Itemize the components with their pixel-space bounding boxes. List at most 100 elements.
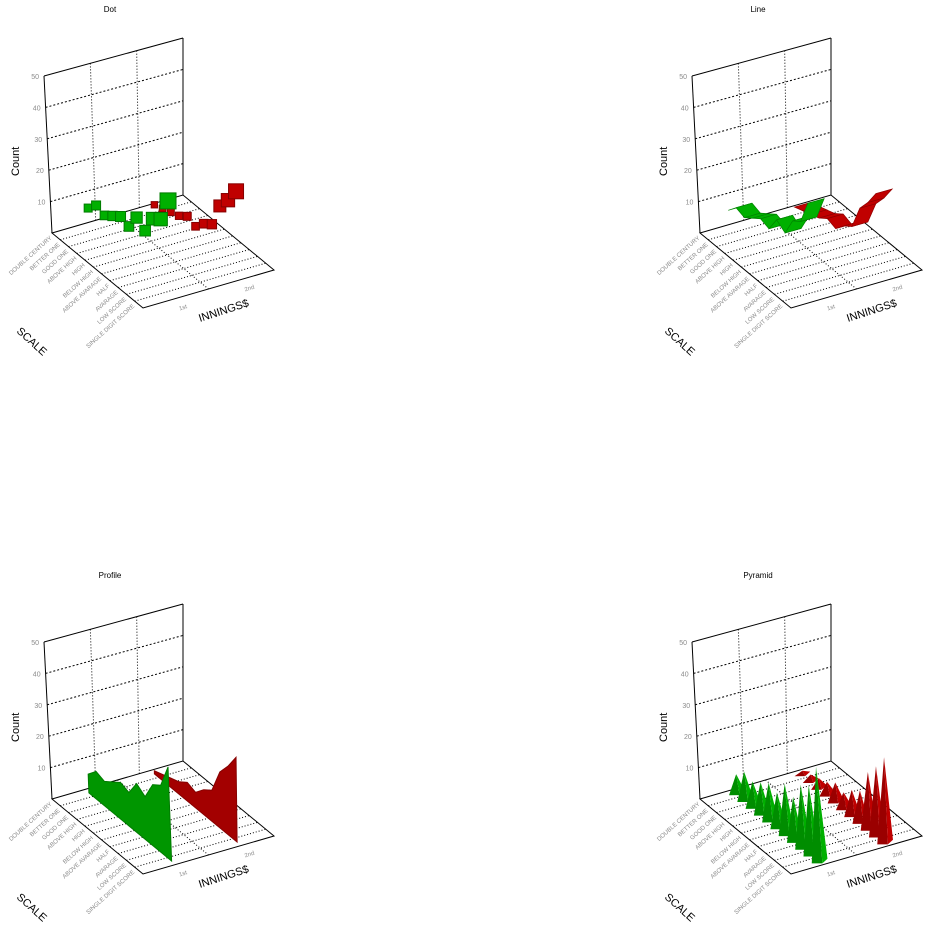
gridline: [45, 68, 184, 108]
gridline: [784, 50, 788, 208]
pyramid-2nd: [884, 757, 893, 845]
y-axis-title: Count: [10, 713, 22, 742]
dot-marker-1st: [130, 211, 143, 224]
pyramid-1st: [803, 785, 815, 857]
floor: [698, 194, 924, 309]
floor-gridline: [118, 249, 250, 289]
chart-title: Pyramid: [743, 571, 772, 580]
gridline: [50, 163, 184, 203]
y-tick-label: 40: [681, 671, 689, 678]
floor-gridline: [101, 235, 233, 275]
gridline: [50, 729, 184, 769]
pyramid-2nd: [860, 771, 872, 831]
dot-marker-2nd: [228, 183, 245, 200]
dot-marker-2nd: [150, 201, 159, 209]
chart-title: Profile: [99, 571, 122, 580]
gridline: [48, 131, 184, 171]
floor-gridline: [93, 228, 225, 268]
floor: [50, 760, 276, 875]
y-axis: [691, 75, 701, 234]
floor-gridline: [782, 262, 914, 302]
innings-tick-label: 2nd: [244, 851, 255, 860]
x-axis-title: INNINGS$: [845, 863, 898, 890]
gridline: [47, 100, 184, 140]
dot-marker-1st: [115, 211, 127, 223]
pyramid-2nd: [868, 766, 880, 838]
gridline: [45, 634, 184, 674]
pyramid-1st: [745, 781, 757, 809]
dot-marker-1st: [159, 192, 177, 210]
dot-marker-2nd: [191, 221, 200, 231]
back-wall-top-edge: [691, 37, 832, 77]
gridline: [737, 63, 745, 221]
dot-marker-2nd: [206, 219, 218, 230]
pyramid-1st: [786, 796, 798, 843]
floor: [50, 194, 276, 309]
y-tick-label: 40: [33, 105, 41, 112]
gridline: [784, 616, 788, 774]
innings-tick-label: 2nd: [892, 285, 903, 294]
pyramid-1st: [795, 784, 806, 850]
pyramid-2nd: [802, 774, 814, 784]
y-axis: [43, 641, 53, 800]
gridline: [695, 100, 832, 140]
dot-marker-1st: [139, 224, 151, 237]
y-tick-label: 50: [31, 74, 39, 81]
innings-tick-label: 2nd: [892, 851, 903, 860]
gridline: [696, 697, 832, 737]
y-tick-label: 30: [682, 137, 690, 144]
gridline: [136, 50, 140, 208]
y-tick-label: 20: [36, 734, 44, 741]
floor-gridline: [749, 235, 881, 275]
dot-marker-1st: [123, 221, 135, 232]
gridline: [693, 68, 832, 108]
y-axis: [43, 75, 53, 234]
pyramid-1st: [729, 774, 740, 796]
floor-gridline: [134, 262, 266, 302]
dot-marker-1st: [153, 212, 168, 227]
innings-tick-label: 1st: [827, 304, 837, 312]
y-axis-title: Count: [658, 147, 670, 176]
y-tick-label: 10: [38, 200, 46, 207]
gridline: [696, 131, 832, 171]
pyramid-2nd: [794, 770, 806, 777]
innings-tick-label: 1st: [179, 304, 189, 312]
profile-area-1st: [87, 766, 173, 863]
gridline: [693, 634, 832, 674]
y-tick-label: 20: [36, 168, 44, 175]
innings-tick-label: 1st: [827, 870, 837, 878]
back-wall-top-edge: [43, 603, 184, 643]
x-axis-title: INNINGS$: [197, 297, 250, 324]
gridline: [136, 616, 140, 774]
floor-gridline: [766, 249, 898, 289]
pyramid-2nd: [819, 781, 830, 797]
z-axis-title: SCALE: [662, 891, 697, 924]
y-axis-title: Count: [658, 713, 670, 742]
x-axis-title: INNINGS$: [845, 297, 898, 324]
dot-marker-1st: [91, 200, 102, 211]
chart-title: Dot: [104, 5, 117, 14]
back-wall-top-edge: [43, 37, 184, 77]
gridline: [698, 163, 832, 203]
y-tick-label: 10: [686, 766, 694, 773]
y-tick-label: 20: [684, 734, 692, 741]
y-tick-label: 30: [682, 703, 690, 710]
back-wall-top-edge: [691, 603, 832, 643]
dot-marker-2nd: [174, 211, 184, 220]
y-tick-label: 40: [681, 105, 689, 112]
pyramid-1st: [811, 766, 823, 864]
innings-tick-label: 1st: [179, 870, 189, 878]
dot-marker-1st: [83, 203, 93, 213]
y-axis: [691, 641, 701, 800]
gridline: [89, 63, 97, 221]
y-tick-label: 20: [684, 168, 692, 175]
line-ribbon-segment-1st: [800, 198, 825, 223]
x-axis-title: INNINGS$: [197, 863, 250, 890]
gridline: [47, 666, 184, 706]
y-tick-label: 30: [34, 703, 42, 710]
